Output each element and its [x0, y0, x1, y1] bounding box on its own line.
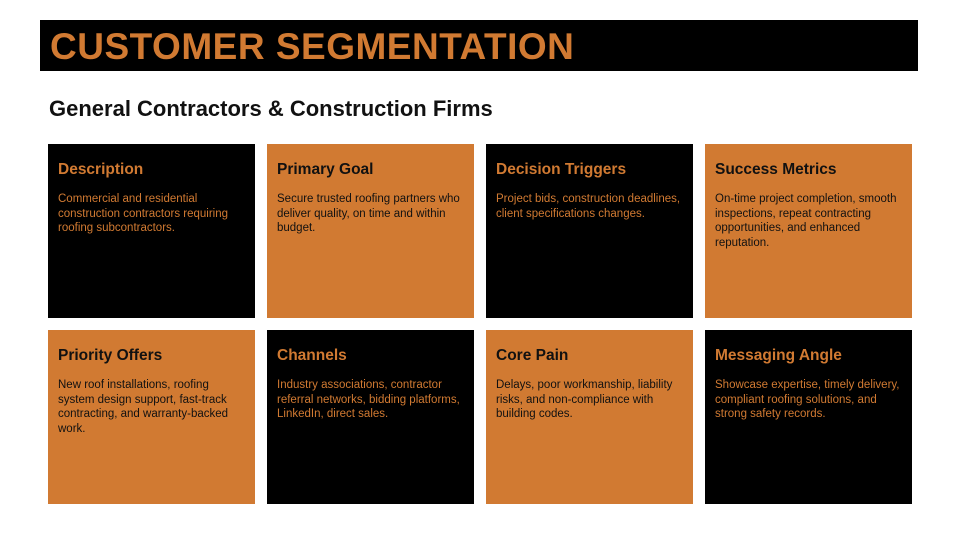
card-description: Description Commercial and residential c…	[48, 144, 255, 318]
card-body: Secure trusted roofing partners who deli…	[277, 193, 460, 234]
card-primary-goal: Primary Goal Secure trusted roofing part…	[267, 144, 474, 318]
card-title: Messaging Angle	[715, 347, 842, 364]
card-title: Channels	[277, 347, 347, 364]
card-body: New roof installations, roofing system d…	[58, 379, 229, 435]
card-core-pain: Core Pain Delays, poor workmanship, liab…	[486, 330, 693, 504]
card-title: Priority Offers	[58, 347, 163, 364]
segment-card-grid: Description Commercial and residential c…	[48, 144, 912, 504]
card-body: Delays, poor workmanship, liability risk…	[496, 379, 673, 420]
card-decision-triggers: Decision Triggers Project bids, construc…	[486, 144, 693, 318]
card-body: Project bids, construction deadlines, cl…	[496, 193, 681, 220]
card-title: Core Pain	[496, 347, 569, 364]
card-channels: Channels Industry associations, contract…	[267, 330, 474, 504]
card-body: Industry associations, contractor referr…	[277, 379, 460, 420]
page-title: CUSTOMER SEGMENTATION	[50, 26, 575, 67]
card-success-metrics: Success Metrics On-time project completi…	[705, 144, 912, 318]
card-body: Commercial and residential construction …	[58, 193, 229, 234]
card-title: Description	[58, 161, 144, 178]
card-title: Decision Triggers	[496, 161, 627, 178]
card-title: Success Metrics	[715, 161, 837, 178]
card-messaging-angle: Messaging Angle Showcase expertise, time…	[705, 330, 912, 504]
card-priority-offers: Priority Offers New roof installations, …	[48, 330, 255, 504]
card-body: Showcase expertise, timely delivery, com…	[715, 379, 900, 420]
card-title: Primary Goal	[277, 161, 374, 178]
title-bar: CUSTOMER SEGMENTATION	[40, 20, 918, 71]
page-subtitle: General Contractors & Construction Firms	[49, 96, 493, 121]
card-body: On-time project completion, smooth inspe…	[715, 193, 897, 249]
